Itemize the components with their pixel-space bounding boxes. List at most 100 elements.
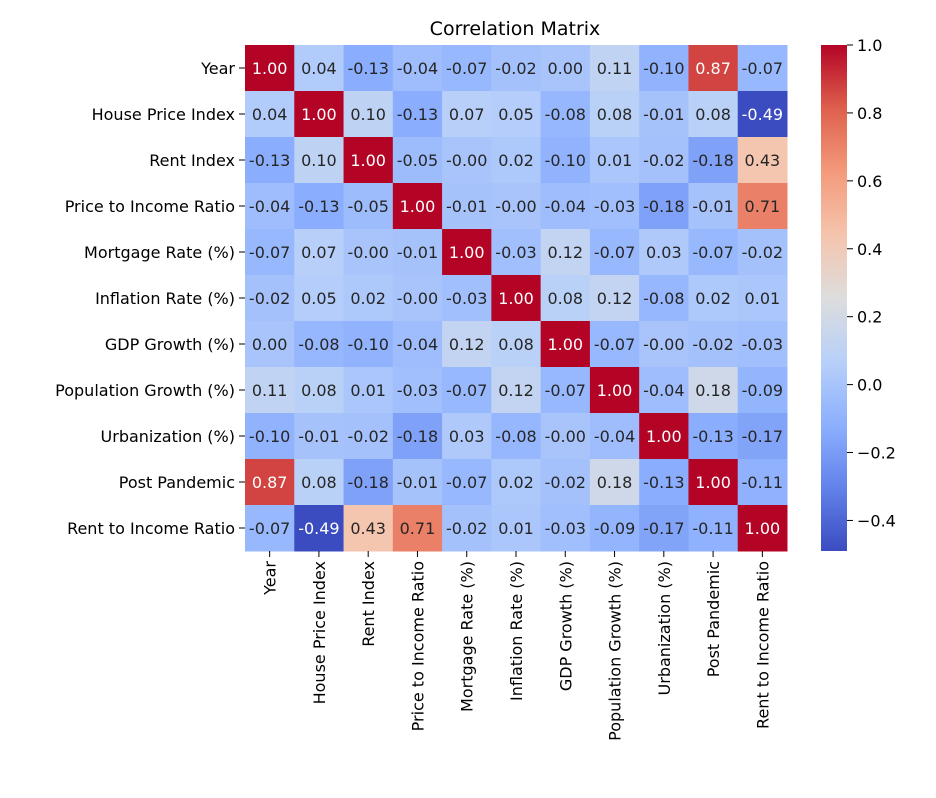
heatmap-cell — [245, 229, 295, 276]
heatmap-cell-label: -0.02 — [742, 243, 783, 262]
heatmap-cell — [245, 459, 295, 506]
heatmap-cell-label: 0.01 — [350, 381, 386, 400]
heatmap-cell — [540, 367, 591, 414]
heatmap-cell — [491, 183, 542, 230]
column-label: Price to Income Ratio — [408, 561, 427, 731]
heatmap-cell — [737, 367, 788, 414]
heatmap-cell — [343, 367, 394, 414]
heatmap-cell-label: -0.04 — [545, 197, 586, 216]
heatmap-cell-label: -0.49 — [298, 519, 339, 538]
heatmap-cell-label: 0.07 — [449, 105, 485, 124]
column-label: GDP Growth (%) — [556, 561, 575, 691]
heatmap-cell — [343, 137, 394, 184]
heatmap-cell-label: 1.00 — [498, 289, 534, 308]
heatmap-cell-label: -0.00 — [446, 151, 487, 170]
heatmap-cell — [442, 321, 492, 368]
heatmap-cell — [589, 137, 640, 184]
heatmap-cell — [294, 413, 345, 460]
heatmap-cell-label: -0.02 — [347, 427, 388, 446]
heatmap-cell — [688, 137, 739, 184]
heatmap-cell — [540, 45, 591, 92]
heatmap-cell — [491, 321, 542, 368]
column-label: House Price Index — [310, 561, 329, 704]
heatmap-cell-label: 0.05 — [301, 289, 337, 308]
heatmap-cell — [639, 321, 689, 368]
heatmap-cell — [540, 137, 591, 184]
heatmap-cell-label: -0.02 — [249, 289, 290, 308]
heatmap-cell — [392, 45, 443, 92]
row-label: Rent Index — [149, 151, 235, 170]
heatmap-cell — [639, 183, 689, 230]
heatmap-cell — [589, 321, 640, 368]
heatmap-cell-label: 0.43 — [745, 151, 781, 170]
heatmap-cell-label: 0.10 — [301, 151, 337, 170]
row-label: Year — [200, 59, 235, 78]
heatmap-cell-label: 1.00 — [547, 335, 583, 354]
heatmap-cell-label: 0.08 — [695, 105, 731, 124]
heatmap-cell — [639, 459, 689, 506]
heatmap-cell-label: 0.87 — [252, 473, 288, 492]
heatmap-cell — [294, 183, 345, 230]
heatmap-cell-label: 1.00 — [301, 105, 337, 124]
heatmap-cell-label: -0.02 — [446, 519, 487, 538]
heatmap-cell-label: 0.01 — [745, 289, 781, 308]
heatmap-cell — [343, 229, 394, 276]
heatmap-cell-label: -0.13 — [692, 427, 733, 446]
heatmap-cell — [639, 137, 689, 184]
heatmap-cell-label: -0.18 — [643, 197, 684, 216]
heatmap-cell — [589, 505, 640, 552]
heatmap-cell-label: 0.07 — [301, 243, 337, 262]
heatmap-cell — [343, 91, 394, 138]
heatmap-cell-label: -0.00 — [347, 243, 388, 262]
heatmap-cell-label: 0.03 — [449, 427, 485, 446]
heatmap-cell-label: -0.07 — [249, 519, 290, 538]
heatmap-cell — [540, 275, 591, 322]
heatmap-cell-labels: 1.00 0.04 -0.13 -0.04 -0.07 -0.02 0.00 0.11 -0.1… — [249, 59, 783, 538]
heatmap-cell — [589, 275, 640, 322]
heatmap-cell — [639, 367, 689, 414]
colorbar-tick-label: 0.6 — [857, 172, 882, 191]
heatmap-cell-label: -0.10 — [347, 335, 388, 354]
heatmap-cell — [589, 459, 640, 506]
row-label: Urbanization (%) — [101, 427, 235, 446]
heatmap-cell-label: 0.12 — [498, 381, 534, 400]
heatmap-cell — [688, 367, 739, 414]
heatmap-cell-label: -0.01 — [446, 197, 487, 216]
heatmap-cell-label: -0.03 — [397, 381, 438, 400]
heatmap-cell — [639, 229, 689, 276]
heatmap-cell-label: -0.10 — [249, 427, 290, 446]
heatmap-cell — [639, 413, 689, 460]
heatmap-cell — [343, 413, 394, 460]
heatmap-cell — [294, 229, 345, 276]
colorbar-tick-label: 0.8 — [857, 104, 882, 123]
heatmap-cell — [688, 183, 739, 230]
heatmap-cell — [688, 321, 739, 368]
heatmap-cell — [294, 321, 345, 368]
heatmap-cell-label: -0.13 — [643, 473, 684, 492]
heatmap-cell — [392, 505, 443, 552]
heatmap-cell — [392, 321, 443, 368]
row-label: Post Pandemic — [119, 473, 235, 492]
heatmap-cell-label: -0.07 — [446, 381, 487, 400]
heatmap-cell — [491, 505, 542, 552]
heatmap-cell-label: -0.49 — [742, 105, 783, 124]
heatmap-cell — [639, 505, 689, 552]
heatmap-cell — [688, 505, 739, 552]
heatmap-cell — [294, 137, 345, 184]
column-label: Rent Index — [359, 561, 378, 647]
heatmap-cell — [294, 91, 345, 138]
heatmap-cell — [245, 505, 295, 552]
heatmap-cell — [491, 91, 542, 138]
heatmap-cell — [245, 45, 295, 92]
heatmap-cell — [392, 137, 443, 184]
heatmap-cell-label: -0.01 — [692, 197, 733, 216]
row-label: Mortgage Rate (%) — [84, 243, 235, 262]
heatmap-cell-label: -0.01 — [643, 105, 684, 124]
heatmap-cell — [442, 367, 492, 414]
heatmap-cell-label: 0.04 — [301, 59, 337, 78]
heatmap-cell-label: -0.13 — [397, 105, 438, 124]
heatmap-cell-label: -0.07 — [249, 243, 290, 262]
column-label: Population Growth (%) — [606, 561, 625, 741]
colorbar-tick-label: 0.2 — [857, 308, 882, 327]
